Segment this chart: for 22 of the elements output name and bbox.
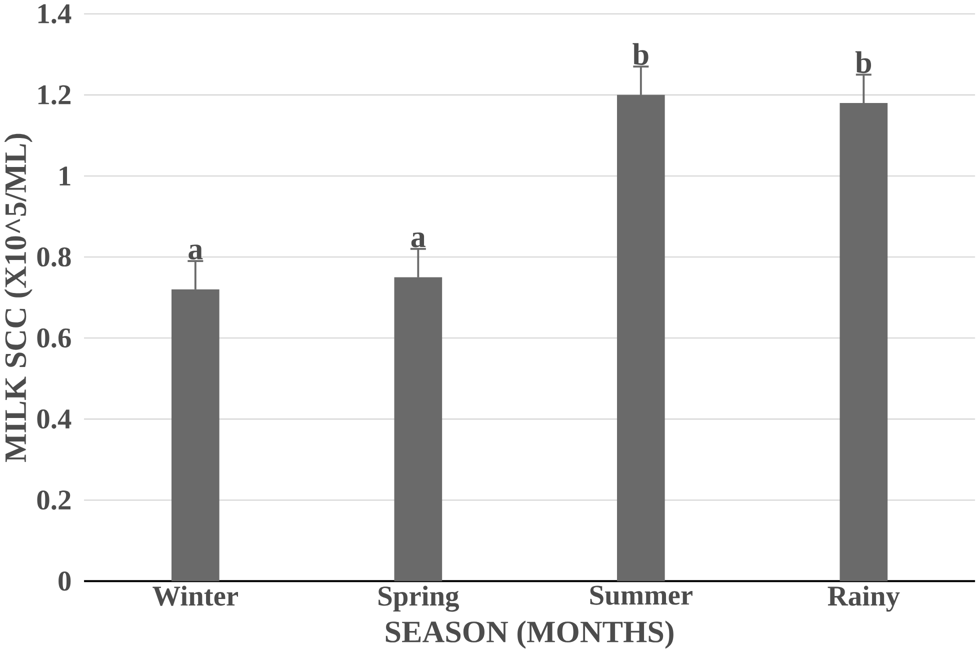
x-tick-label: Winter [152,586,238,606]
bar [840,103,888,582]
annotation: a [411,232,426,248]
y-tick-label: 0 [58,572,71,591]
x-tick-label: Rainy [828,586,900,612]
x-tick-label: Spring [378,586,459,612]
y-tick-label: 0.8 [37,247,71,267]
annotation: b [632,43,648,65]
y-tick-label: 1.4 [38,4,72,24]
y-tick-label: 1.2 [38,85,70,105]
y-axis-title: MILK SCC (X10^5/ML) [4,134,32,462]
bar [394,277,442,582]
x-tick-label: Summer [590,586,692,605]
annotation: b [855,51,872,74]
y-tick-label: 0.6 [37,328,71,348]
y-tick-label: 1 [60,166,70,186]
bar [617,94,665,582]
bar [172,289,220,582]
y-tick-label: 0.2 [37,490,70,510]
y-tick-label: 0.4 [37,409,72,429]
x-axis-title: SEASON (MONTHS) [386,620,674,649]
annotation: a [188,244,203,260]
